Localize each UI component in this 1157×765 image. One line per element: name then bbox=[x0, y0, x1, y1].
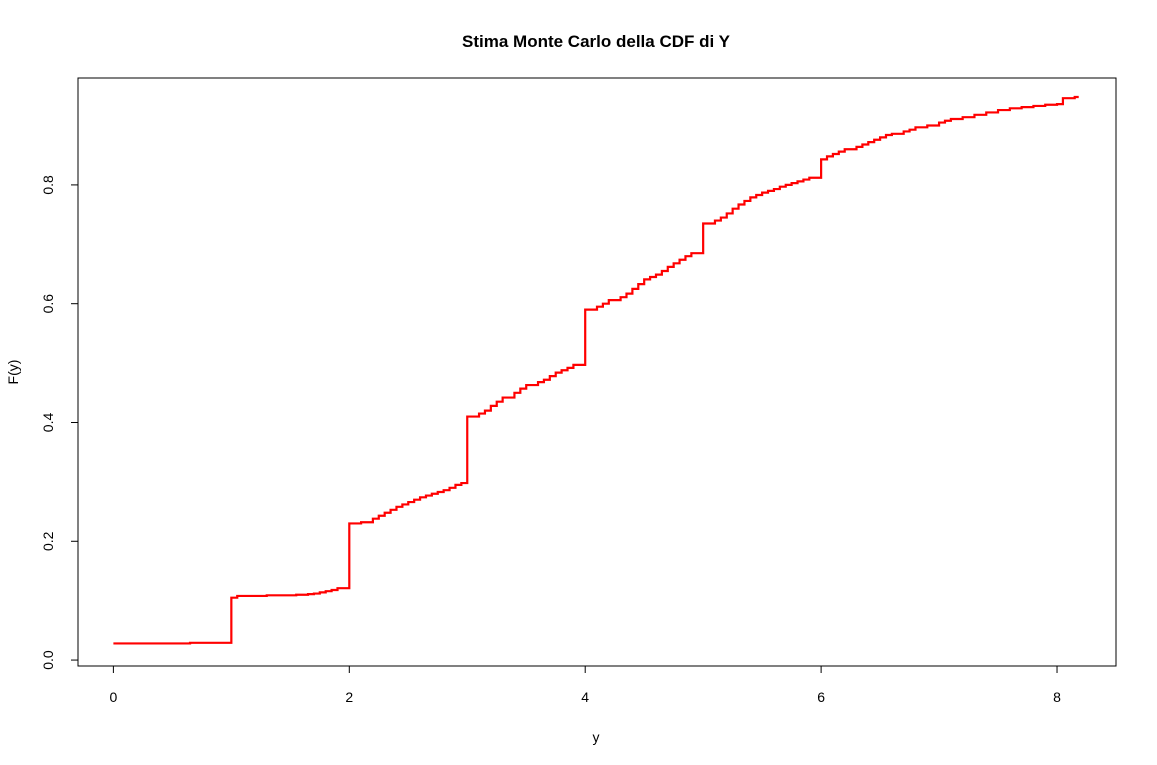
x-tick-label: 8 bbox=[1053, 689, 1061, 705]
y-tick-label: 0.2 bbox=[40, 531, 56, 551]
x-tick-label: 2 bbox=[345, 689, 353, 705]
x-axis-label: y bbox=[593, 729, 600, 745]
chart-title: Stima Monte Carlo della CDF di Y bbox=[462, 32, 731, 51]
x-tick-label: 4 bbox=[581, 689, 589, 705]
y-tick-label: 0.4 bbox=[40, 413, 56, 433]
x-tick-label: 0 bbox=[109, 689, 117, 705]
y-tick-label: 0.8 bbox=[40, 175, 56, 195]
y-axis-label: F(y) bbox=[5, 360, 21, 385]
x-axis: 0 2 4 6 8 bbox=[109, 665, 1061, 705]
y-axis: 0.0 0.2 0.4 0.6 0.8 bbox=[40, 175, 79, 670]
y-tick-label: 0.6 bbox=[40, 294, 56, 314]
plot-area-border bbox=[77, 77, 1117, 667]
x-tick-label: 6 bbox=[817, 689, 825, 705]
cdf-step-line bbox=[113, 95, 1079, 645]
y-tick-label: 0.0 bbox=[40, 650, 56, 670]
